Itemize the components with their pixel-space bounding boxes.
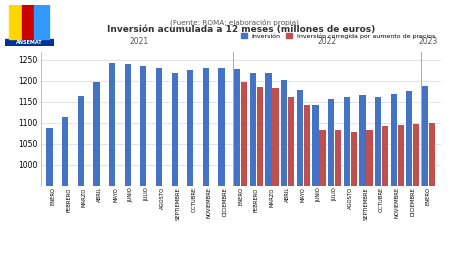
Polygon shape [9, 5, 22, 39]
Bar [335, 130, 341, 186]
Bar [78, 96, 84, 186]
Bar [344, 97, 350, 186]
Bar [398, 125, 404, 186]
Polygon shape [22, 5, 34, 39]
Bar [272, 88, 279, 186]
Title: Inversión acumulada a 12 meses (millones de euros): Inversión acumulada a 12 meses (millones… [107, 25, 375, 34]
Bar [413, 124, 419, 186]
Bar [288, 97, 294, 186]
Text: 2021: 2021 [130, 37, 148, 46]
Bar [382, 126, 388, 186]
Bar [241, 82, 248, 186]
Text: ANSEMAT: ANSEMAT [16, 40, 43, 45]
Bar [62, 117, 68, 186]
Bar [171, 73, 178, 186]
Text: (Fuente: ROMA; elaboración propia): (Fuente: ROMA; elaboración propia) [170, 18, 298, 26]
Bar [304, 105, 310, 186]
Bar [140, 66, 147, 186]
Bar [203, 68, 209, 186]
Bar [156, 68, 162, 186]
Bar [4, 39, 54, 46]
Bar [366, 130, 373, 186]
Bar [257, 87, 263, 186]
Bar [46, 128, 53, 186]
Bar [359, 95, 365, 186]
Bar [218, 68, 225, 186]
Bar [234, 69, 240, 186]
Bar [391, 94, 397, 186]
Polygon shape [34, 5, 49, 39]
Bar [125, 64, 131, 186]
Bar [328, 99, 334, 186]
Legend: Inversión, Inversión corregida por aumento de precios: Inversión, Inversión corregida por aumen… [238, 31, 438, 41]
Bar [250, 73, 256, 186]
Bar [187, 70, 194, 186]
Bar [281, 80, 287, 186]
Bar [297, 90, 303, 186]
Bar [375, 97, 381, 186]
Text: 2022: 2022 [317, 37, 336, 46]
Bar [422, 86, 428, 186]
Bar [4, 5, 54, 39]
Bar [320, 130, 326, 186]
Bar [93, 82, 99, 186]
Bar [406, 91, 413, 186]
Text: 2023: 2023 [419, 37, 438, 46]
Bar [351, 132, 357, 186]
Bar [312, 105, 319, 186]
Bar [266, 72, 272, 186]
Bar [109, 63, 115, 186]
Bar [429, 123, 435, 186]
